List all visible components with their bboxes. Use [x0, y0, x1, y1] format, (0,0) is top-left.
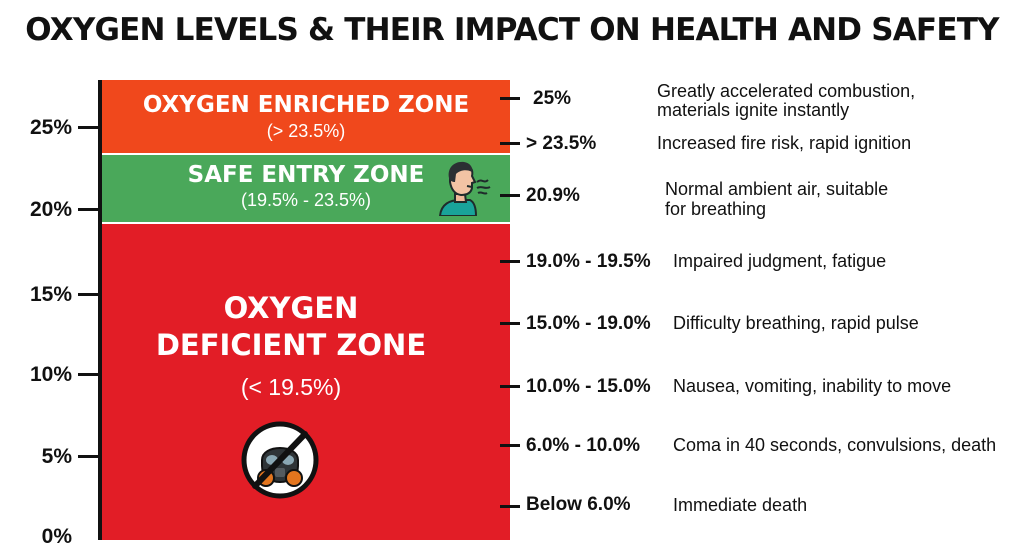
page-title: OXYGEN LEVELS & THEIR IMPACT ON HEALTH A… [25, 12, 999, 48]
level-tick-mark [500, 444, 520, 447]
y-tick-label: 10% [29, 363, 72, 386]
safe-entry-zone: SAFE ENTRY ZONE (19.5% - 23.5%) [102, 155, 510, 222]
level-tick-mark [500, 260, 520, 263]
y-tick-mark [78, 126, 100, 129]
level-value: > 23.5% [526, 133, 597, 154]
level-effect: Immediate death [673, 495, 808, 515]
level-tick-mark [500, 505, 520, 508]
level-tick-mark [500, 322, 520, 325]
y-tick-mark [78, 208, 100, 211]
level-tick-mark [500, 385, 520, 388]
level-effect: Increased fire risk, rapid ignition [657, 133, 912, 153]
y-tick-mark [78, 373, 100, 376]
zone-title-line: DEFICIENT ZONE [155, 328, 427, 362]
y-tick-label: 15% [29, 283, 72, 306]
level-effect: Impaired judgment, fatigue [673, 251, 887, 271]
person-breathing-icon [438, 161, 491, 216]
y-tick-mark [78, 293, 100, 296]
y-tick-label: 5% [41, 445, 72, 468]
level-value: Below 6.0% [526, 494, 631, 515]
level-tick-mark [500, 194, 520, 197]
zone-title: OXYGEN ENRICHED ZONE [142, 92, 470, 118]
level-effect: for breathing [665, 199, 767, 219]
zone-range: (19.5% - 23.5%) [240, 190, 372, 210]
zone-range: (> 23.5%) [266, 121, 346, 141]
no-gas-mask-icon [241, 421, 319, 499]
level-value: 10.0% - 15.0% [526, 376, 651, 397]
level-tick-mark [500, 142, 520, 145]
level-effect: Greatly accelerated combustion, [657, 81, 916, 101]
zone-title: SAFE ENTRY ZONE [187, 162, 425, 188]
level-effect: materials ignite instantly [657, 100, 850, 120]
level-value: 19.0% - 19.5% [526, 251, 651, 272]
level-effect: Normal ambient air, suitable [665, 179, 889, 199]
level-effect: Difficulty breathing, rapid pulse [673, 313, 919, 333]
y-tick-label: 0% [41, 525, 72, 548]
level-tick-mark [500, 97, 520, 100]
zone-title-line: OXYGEN [223, 291, 359, 325]
y-tick-label: 20% [29, 198, 72, 221]
zone-title: OXYGEN DEFICIENT ZONE [102, 290, 510, 364]
level-value: 20.9% [526, 185, 580, 206]
level-value: 25% [533, 88, 572, 109]
level-effect: Nausea, vomiting, inability to move [673, 376, 952, 396]
oxygen-enriched-zone: OXYGEN ENRICHED ZONE (> 23.5%) [102, 80, 510, 153]
y-axis-line [98, 80, 102, 540]
level-effect: Coma in 40 seconds, convulsions, death [673, 435, 997, 455]
y-tick-label: 25% [29, 116, 72, 139]
zone-range: (< 19.5%) [240, 374, 342, 400]
level-value: 15.0% - 19.0% [526, 313, 651, 334]
level-value: 6.0% - 10.0% [526, 435, 641, 456]
y-tick-mark [78, 455, 100, 458]
